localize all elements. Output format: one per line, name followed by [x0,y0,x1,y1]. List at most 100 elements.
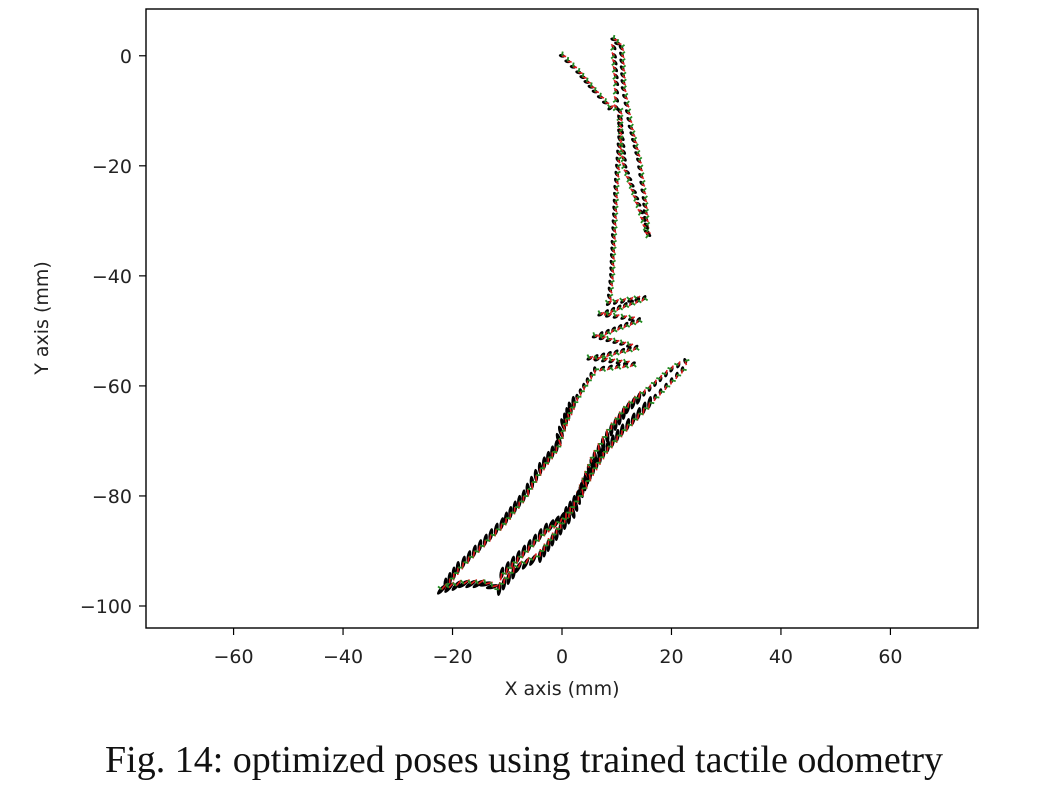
pose-y-axis [618,114,624,119]
pose-y-axis [621,57,626,63]
pose-y-axis [604,98,607,103]
pose-y-axis [621,165,626,170]
pose-y-axis [617,156,622,161]
pose-y-axis [667,366,672,371]
pose-marker [618,44,626,52]
pose-marker [575,67,583,75]
pose-y-axis [628,401,634,404]
x-tick-label: −60 [214,646,254,668]
x-tick-label: 20 [659,646,683,668]
pose-y-axis [623,171,628,177]
pose-body [550,445,555,459]
pose-marker [576,489,584,504]
pose-y-axis [644,201,649,207]
pose-marker [629,130,636,138]
pose-x-axis [645,218,650,223]
pose-marker [675,371,682,380]
pose-marker [510,555,518,570]
pose-marker [608,356,616,364]
pose-x-axis [658,391,662,396]
pose-y-axis [437,585,443,591]
pose-y-axis [620,158,625,163]
pose-x-axis [611,52,616,57]
pose-y-axis [660,390,665,394]
pose-marker [632,194,640,202]
pose-marker [593,355,601,362]
x-axis-ticks: −60 −40 −20 0 20 40 60 [214,628,903,668]
pose-y-axis [636,149,641,155]
pose-marker [627,123,635,131]
pose-y-axis [609,286,615,291]
pose-y-axis [620,313,625,319]
pose-y-axis [634,143,639,148]
pose-y-axis [444,583,450,589]
pose-marker [541,456,549,471]
pose-y-axis [622,405,628,409]
pose-marker [587,82,595,89]
pose-x-axis [627,111,632,116]
pose-y-axis [545,528,551,531]
pose-marker [628,299,636,307]
pose-marker [619,51,626,59]
pose-y-axis [610,46,615,51]
pose-y-axis [617,365,622,370]
pose-marker [596,92,605,99]
pose-marker [642,223,649,231]
pose-y-axis [503,577,509,580]
pose-marker [625,175,633,183]
y-axis-label: Y axis (mm) [31,261,53,376]
pose-marker [630,188,637,196]
pose-y-axis [610,279,615,284]
pose-marker [617,135,624,143]
pose-y-axis [614,198,620,203]
pose-y-axis [585,77,589,83]
pose-marker [610,246,617,254]
pose-marker [680,366,687,374]
pose-y-axis [607,445,613,448]
pose-y-axis [499,582,504,585]
pose-marker [582,382,589,391]
pose-x-axis [607,299,613,304]
pose-y-axis [615,357,620,363]
pose-marker [571,395,579,410]
pose-marker [601,98,610,105]
pose-y-axis [617,149,623,154]
pose-x-axis [620,148,625,153]
x-tick-label: 60 [878,646,902,668]
pose-y-axis [518,555,523,559]
pose-y-axis [619,339,624,345]
pose-y-axis [617,434,623,437]
pose-y-axis [496,528,502,531]
pose-marker [634,297,642,305]
pose-marker [616,149,623,157]
pose-marker [601,355,609,363]
pose-y-axis [612,34,616,40]
pose-y-axis [593,355,598,360]
pose-marker [642,201,649,210]
pose-x-axis [606,446,609,454]
pose-x-axis [637,208,642,213]
pose-marker [683,357,690,366]
pose-y-axis [628,348,634,353]
y-tick-label: 0 [120,46,132,68]
pose-marker [642,208,650,216]
pose-y-axis [619,135,624,140]
pose-y-axis [626,341,630,346]
pose-marker [597,450,605,465]
pose-y-axis [625,323,631,328]
pose-marker [612,72,619,80]
pose-y-axis [501,522,507,526]
pose-y-axis [612,75,617,80]
pose-x-axis [613,95,618,101]
pose-marker [604,299,613,306]
pose-marker [569,62,578,69]
pose-y-axis [608,356,613,362]
pose-y-axis [639,391,645,395]
pose-marker [600,445,608,460]
pose-y-axis [529,544,534,548]
pose-y-axis [665,385,671,388]
pose-y-axis [645,221,651,226]
pose-x-axis [608,296,612,301]
pose-y-axis [534,539,540,542]
pose-y-axis [637,211,642,216]
